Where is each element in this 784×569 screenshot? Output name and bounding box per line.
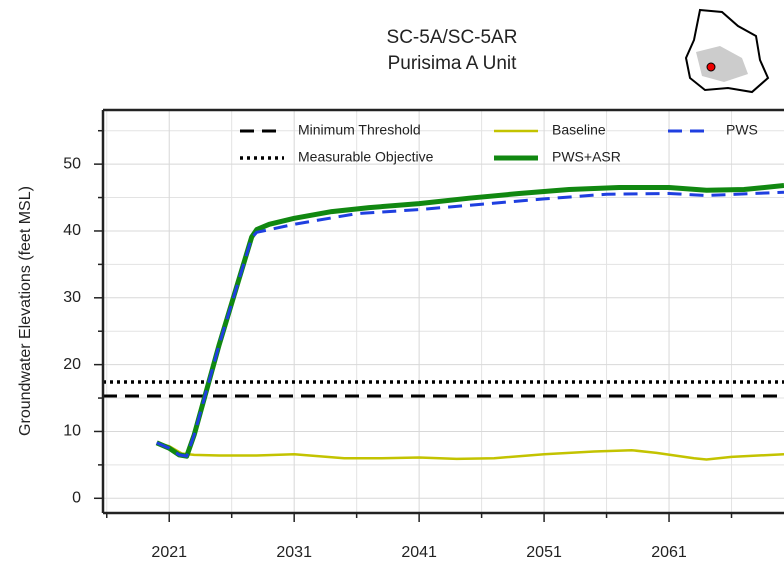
legend-label: Measurable Objective	[298, 149, 434, 165]
legend-label: PWS	[726, 122, 758, 138]
y-tick-label: 30	[63, 289, 81, 306]
y-tick-label: 40	[63, 222, 81, 239]
x-tick-label: 2021	[151, 544, 187, 561]
location-map	[684, 8, 770, 94]
y-tick-label: 20	[63, 356, 81, 373]
x-tick-label: 2041	[401, 544, 437, 561]
series-line	[156, 190, 784, 458]
legend-label: PWS+ASR	[552, 149, 621, 165]
y-axis-label: Groundwater Elevations (feet MSL)	[17, 186, 34, 436]
y-tick-label: 0	[72, 490, 81, 507]
legend-label: Minimum Threshold	[298, 122, 421, 138]
x-tick-label: 2051	[526, 544, 562, 561]
legend-label: Baseline	[552, 122, 606, 138]
y-tick-label: 50	[63, 155, 81, 172]
chart-title: SC-5A/SC-5AR	[387, 27, 518, 48]
series-line	[156, 441, 784, 461]
x-tick-label: 2031	[276, 544, 312, 561]
y-tick-label: 10	[63, 423, 81, 440]
chart-subtitle: Purisima A Unit	[388, 53, 518, 74]
series-line	[155, 183, 784, 459]
x-tick-label: 2061	[651, 544, 687, 561]
